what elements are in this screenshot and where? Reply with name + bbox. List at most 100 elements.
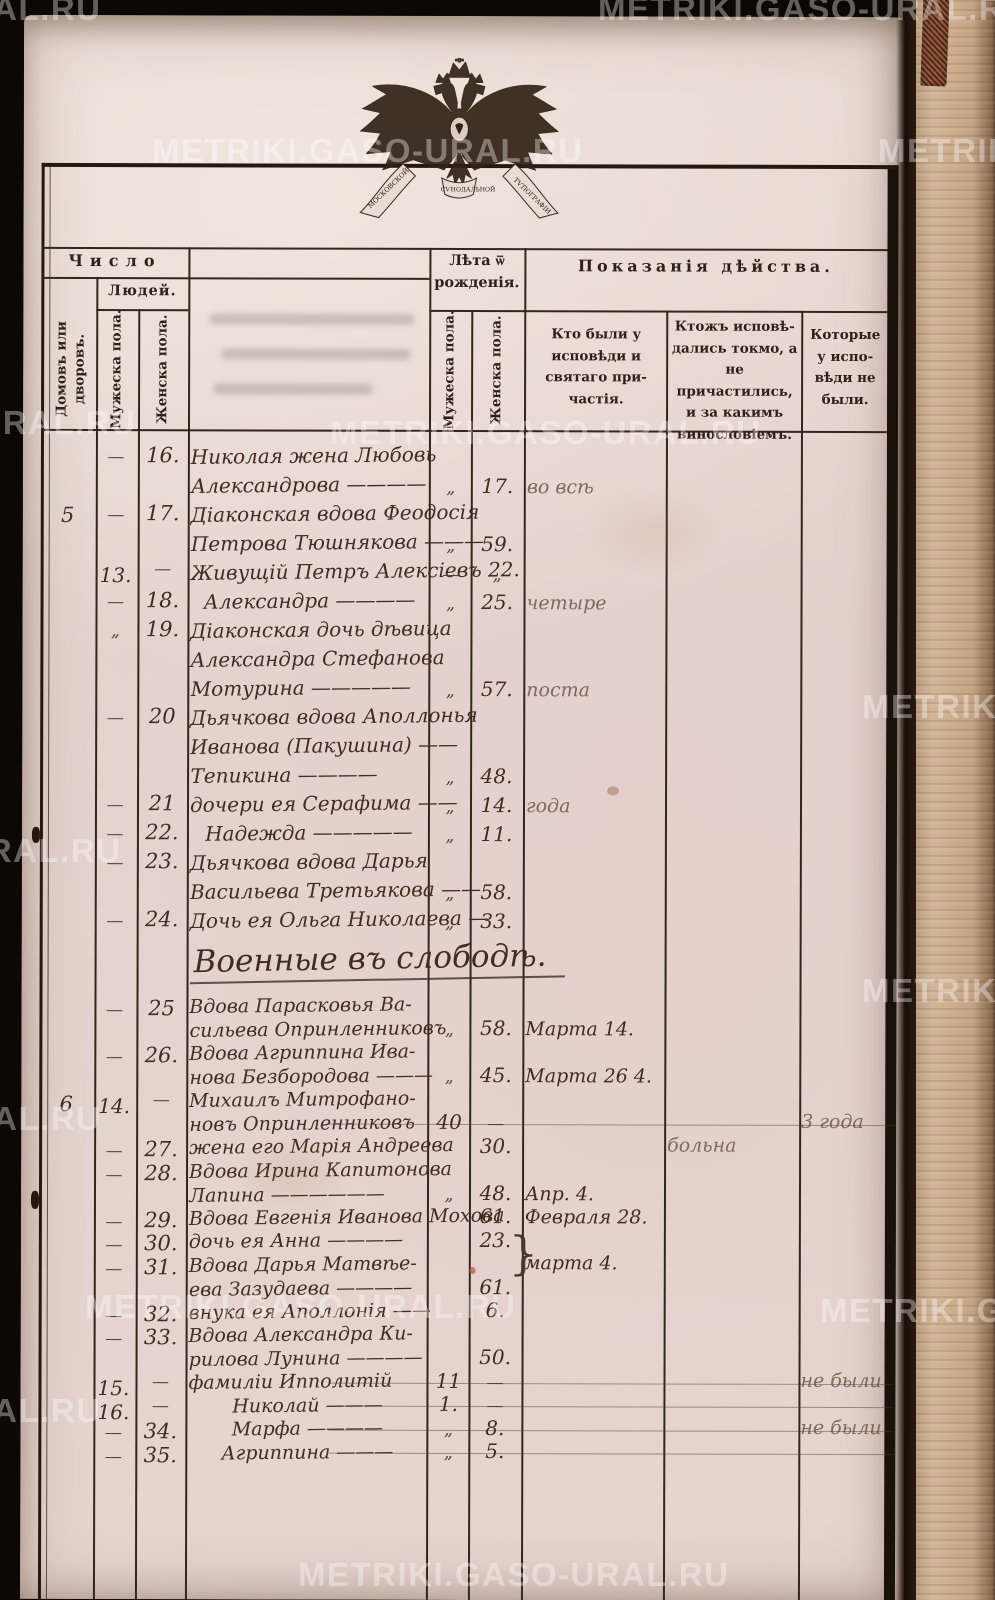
house-count: 5 [61, 502, 75, 527]
age-female: 11. [480, 822, 513, 847]
header-age-male-label: Мужеска пола. [441, 310, 458, 430]
header-count-subtitle: Людей. [108, 282, 177, 300]
entry-name-line: Тепикина ———— [190, 761, 378, 788]
age-male-ditto: „ [446, 593, 455, 614]
female-count: 23. [145, 849, 179, 874]
entry-name: Михаилъ Митрофано-новъ Опринленниковъ [189, 1087, 428, 1137]
age-female-ditto: „ [492, 565, 502, 586]
entry-name-line: Мотурина ————— [190, 674, 412, 701]
female-count: 16. [146, 443, 180, 468]
entry-name-line: дочь ея Анна ———— [188, 1228, 404, 1253]
record-row: —28. Вдова Ирина Капитонова Лапина —————— „… [39, 1157, 885, 1208]
confession-date-note: во всѣ [526, 476, 594, 499]
male-count-dash: — [104, 1446, 122, 1467]
entry-name-line: внука ея Аполлонія —— [188, 1298, 431, 1324]
header-male-count-label: Мужеска пола. [108, 309, 125, 429]
age-female: 58. [480, 880, 513, 905]
age-male: 1. [438, 1391, 459, 1416]
entry-name-line: Александра ———— [203, 587, 416, 614]
ink-bleedthrough [221, 348, 412, 360]
male-count-dash: — [105, 1329, 123, 1350]
entry-name: Вдова Парасковья Ва-сильева Опринленнико… [189, 993, 446, 1043]
book-page-edges [906, 0, 995, 1600]
male-count-dash: — [107, 505, 125, 526]
header-age-title-line2: рожденія. [434, 273, 520, 292]
entry-name-line: Александра Стефанова [190, 645, 445, 672]
age-male-ditto: „ [445, 883, 455, 904]
record-row: — 33. Вдова Александра Ки-рилова Лунина ——… [39, 1322, 885, 1372]
confession-date-note: года [525, 795, 571, 818]
female-count: 32. [143, 1301, 178, 1326]
entry-name-line: Вдова Парасковья Ва- [189, 993, 412, 1018]
record-row: — 20 Дьячкова вдова Аполлонья Иванова (Паку… [40, 702, 886, 791]
male-count: 13. [99, 563, 132, 588]
entry-name-line: Дочь ея Ольга Николаева — [189, 905, 489, 933]
male-count-dash: — [106, 853, 124, 874]
record-row: 5 — 17. Діаконская вдова Феодосія Петрова Тю… [41, 499, 887, 559]
age-female: 14. [480, 793, 513, 818]
female-count: 33. [143, 1325, 178, 1350]
male-count-dash: — [106, 795, 124, 816]
age-female: 61. [479, 1204, 512, 1229]
female-count-dash: — [152, 1090, 170, 1111]
ink-bleedthrough [209, 313, 415, 325]
male-count: 14. [98, 1094, 131, 1119]
record-row: —35. Агриппина ——— „ 5. [38, 1439, 897, 1467]
age-male-ditto: „ [444, 1184, 454, 1205]
age-male-ditto: „ [445, 825, 455, 846]
age-female: 8. [485, 1415, 505, 1440]
age-male: 40 [436, 1109, 462, 1134]
header-absent-label: Которые у испо- вѣди не были. [810, 326, 881, 408]
entry-name-line: ева Зазудаева ———— [188, 1275, 413, 1300]
entry-name: Николая жена Любовь Александрова ———— [190, 440, 437, 501]
entry-name: Надежда ————— [190, 817, 428, 849]
male-count-dash: „ [111, 621, 120, 642]
house-count: 6 [59, 1091, 73, 1116]
female-count: 31. [144, 1254, 178, 1279]
header-houses-label: Домовъ или дворовъ. [53, 321, 88, 417]
female-count: 22. [145, 820, 179, 845]
female-count: 20 [148, 704, 176, 729]
section-heading-military: Военные въ слободѣ. [40, 937, 886, 994]
record-row: — 16. Николая жена Любовь Александрова ————… [41, 441, 887, 501]
male-count-dash: — [105, 1258, 123, 1279]
male-count-dash: — [105, 1000, 123, 1021]
record-row: —27. жена его Марія Андреева 30. больна [39, 1133, 885, 1162]
age-female: 45. [479, 1063, 512, 1088]
entry-name-line: Петрова Тюшнякова ——— [190, 528, 485, 556]
age-male-ditto: „ [444, 1019, 454, 1040]
entry-name-line: жена его Марія Андреева [188, 1133, 454, 1159]
header-actions-title: Показанія дѣйства. [577, 256, 834, 276]
record-row: — 23. Дьячкова вдова Дарья Васильева Третья… [40, 847, 886, 907]
entry-name-line: Александрова ———— [190, 471, 427, 498]
confession-table: Число Людей. Домовъ или дворовъ. Мужеска… [37, 162, 900, 1600]
record-row: — 31. Вдова Дарья Матвѣе-ева Зазудаева ———… [39, 1252, 885, 1301]
record-row: — 25 Вдова Парасковья Ва-сильева Опринленн… [39, 993, 885, 1043]
record-row: „ 19. Діаконская дочь дѣвица Александра Сте… [40, 615, 886, 704]
record-row: — 21 дочери ея Серафима —— „ 14. года [40, 789, 886, 820]
confession-date-note: Февраля 28. [524, 1206, 648, 1229]
female-count: 29. [144, 1207, 178, 1232]
female-count: 18. [145, 588, 180, 613]
entry-name-line: Вдова Дарья Матвѣе- [188, 1251, 417, 1277]
male-count-dash: — [107, 447, 125, 468]
female-count: 30. [144, 1231, 178, 1256]
age-female: 25. [481, 590, 513, 615]
age-female: 30. [479, 1133, 512, 1158]
entry-name: Вдова Агриппина Ива-нова Безбородова ——— [189, 1040, 433, 1090]
age-female: 61. [479, 1274, 512, 1299]
entry-name: жена его Марія Андреева [188, 1133, 454, 1160]
entry-name: дочери ея Серафима —— [190, 788, 458, 820]
record-row: 16. — Николай ——— 1. — [38, 1391, 897, 1424]
confession-date-note: Марта 14. [525, 1018, 634, 1041]
female-count: 19. [145, 617, 180, 642]
record-row: —29. Вдова Евгенія Иванова Мохова 61. Февра… [39, 1204, 885, 1232]
age-female: 50. [479, 1345, 512, 1370]
header-confessed-only-label: Ктожъ исповѣ- дались токмо, а не причаст… [671, 318, 798, 443]
male-count-dash: — [107, 592, 125, 613]
entry-name-line: Вдова Агриппина Ива- [189, 1040, 416, 1065]
document-page: МОСКОВСКОЙ СѴНОДАЛЬНОЙ ТѴПОГРАФІИ [19, 14, 909, 1600]
ink-bleedthrough [213, 383, 374, 395]
entry-name: Діаконская дочь дѣвица Александра Стефано… [190, 614, 452, 704]
entry-name: Вдова Ирина Капитонова Лапина —————— [189, 1157, 452, 1208]
